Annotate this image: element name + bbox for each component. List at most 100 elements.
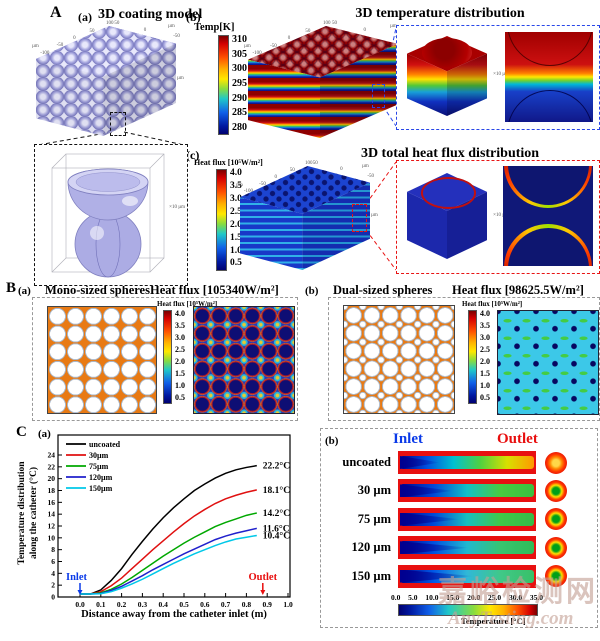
colorbar-tick: 295 xyxy=(232,77,247,89)
cross-section-strip xyxy=(398,479,536,503)
flux-zoom-cube: ×10 µm xyxy=(407,173,509,259)
block-axis-tick: 0 xyxy=(274,175,277,181)
block-axis-tick: µm xyxy=(168,24,175,29)
end-label-30µm: 18.1°C xyxy=(263,485,290,496)
legend-label-75µm: 75µm xyxy=(89,462,109,471)
panel-a-c-title: 3D total heat flux distribution xyxy=(360,146,540,161)
zoom-marker-black xyxy=(110,112,126,136)
coating-model-block: -100 -50 0 50 100 50 0 -50 µm µm µm xyxy=(32,21,184,136)
flux-zoom-top-sphere xyxy=(504,166,592,208)
colorbar-tick: 3.5 xyxy=(230,180,242,191)
colorbar-tick: 3.0 xyxy=(480,333,490,342)
outlet-cross-section-circle xyxy=(545,479,567,502)
watermark-en: AnyTesting.com xyxy=(448,608,574,629)
colorbar-tick: 3.0 xyxy=(175,333,185,342)
temp-scale-tick: 35.0 xyxy=(529,593,543,602)
block-axis-tick: 0 xyxy=(287,36,291,42)
heatflux-block: -100 -50 0 50 100 50 0 -50 µm µm µm xyxy=(236,161,378,270)
x-tick-label: 0.3 xyxy=(138,600,148,609)
block-axis-tick: 50 xyxy=(305,28,311,34)
temp-scale-tick: 30.0 xyxy=(508,593,523,602)
y-tick-label: 18 xyxy=(48,486,56,495)
row-label-75µm: 75 µm xyxy=(357,511,391,526)
row-label-uncoated: uncoated xyxy=(342,455,391,469)
temp-colorbar-title: Temp[K] xyxy=(194,22,235,33)
watermark-cn: 嘉峪检测网 xyxy=(438,576,599,608)
block-axis-tick: -50 xyxy=(56,43,64,49)
series-120µm xyxy=(80,527,257,595)
strip-core-gradient xyxy=(400,512,534,526)
y-tick-label: 16 xyxy=(48,498,56,507)
annotation-outlet: Outlet xyxy=(249,572,278,583)
temp-colorbar-gradient xyxy=(218,35,229,135)
temperature-zoom-inset: ×10 µm xyxy=(396,25,600,130)
outlet-cross-section-circle xyxy=(545,451,567,474)
block-axis-tick: 100 xyxy=(106,21,114,27)
colorbar-tick: 1.5 xyxy=(480,369,490,378)
block-axis-tick: -50 xyxy=(270,43,277,49)
block-axis-tick: 100 xyxy=(323,21,331,27)
temp-zoom-2d xyxy=(505,32,593,122)
hemisphere-pair-graphic xyxy=(51,153,165,278)
mono-flux-map xyxy=(193,306,295,414)
end-label-75µm: 14.2°C xyxy=(263,508,290,519)
mono-spheres-pattern xyxy=(47,306,157,414)
annotation-arrowhead xyxy=(260,590,266,595)
temp-scale-ticks: 0.0 5.0 10.0 15.0 20.0 25.0 30.0 35.0 xyxy=(391,593,543,602)
zoom-marker-red xyxy=(352,204,367,232)
colorbar-tick: 3.5 xyxy=(175,321,185,330)
panel-b-a-title: Mono-sized spheres xyxy=(45,283,150,297)
block-axis-tick: 0 xyxy=(143,27,147,33)
colorbar-tick: 1.0 xyxy=(230,245,242,256)
x-tick-label: 0.2 xyxy=(117,600,127,609)
y-tick-label: 22 xyxy=(48,462,56,471)
block-axis-tick: -50 xyxy=(173,34,180,40)
y-tick-label: 0 xyxy=(51,593,55,602)
end-label-uncoated: 22.2°C xyxy=(263,461,290,472)
y-tick-label: 2 xyxy=(51,581,55,590)
y-tick-label: 4 xyxy=(51,569,55,578)
heatflux-zoom-inset: ×10 µm xyxy=(396,160,600,274)
x-tick-label: 0.1 xyxy=(96,600,106,609)
flux-colorbar-b1-gradient xyxy=(163,310,172,404)
cold-jet-wedge xyxy=(400,541,470,555)
panel-a-c-label: (c) xyxy=(186,148,200,162)
y-tick-label: 6 xyxy=(51,557,55,566)
temp-zoom-top-sphere-outline xyxy=(507,32,593,66)
row-label-150µm: 150 µm xyxy=(351,568,392,583)
panel-b-letter: B xyxy=(6,280,17,296)
flux-colorbar-b2-gradient xyxy=(468,310,477,404)
x-tick-label: 0.5 xyxy=(179,600,189,609)
x-axis-label: Distance away from the catheter inlet (m… xyxy=(81,609,267,620)
y-axis-label: Temperature distribution along the cathet… xyxy=(17,461,39,565)
colorbar-tick: 2.5 xyxy=(230,206,242,217)
flux-zoom-2d xyxy=(503,166,593,266)
temp-scale-gradient xyxy=(398,604,538,616)
colorbar-tick: 1.0 xyxy=(175,381,185,390)
x-tick-label: 0.4 xyxy=(159,600,169,609)
legend-label-uncoated: uncoated xyxy=(89,440,121,449)
y-tick-label: 20 xyxy=(48,474,56,483)
flux-colorbar-b2-ticks: 4.0 3.5 3.0 2.5 2.0 1.5 1.0 0.5 xyxy=(480,310,490,402)
strip-core-gradient xyxy=(400,484,534,498)
flux-colorbar-a: Heat flux [10⁵W/m²] 4.0 3.5 3.0 2.5 2.0 1.5 1.… xyxy=(194,158,263,271)
row-label-30µm: 30 µm xyxy=(357,483,391,498)
panel-b-b-title: Dual-sized spheres xyxy=(333,283,433,297)
legend-label-150µm: 150µm xyxy=(89,484,113,493)
y-tick-label: 10 xyxy=(48,533,56,542)
flux-colorbar-a-ticks: 4.0 3.5 3.0 2.5 2.0 1.5 1.0 0.5 xyxy=(230,168,242,269)
block-axis-tick: 0 xyxy=(363,27,367,33)
colorbar-tick: 1.5 xyxy=(175,369,185,378)
y-tick-label: 24 xyxy=(48,451,56,460)
flux-zoom-bottom-sphere xyxy=(504,224,592,266)
inset-axis-unit: ×10 µm xyxy=(169,205,185,210)
block-axis-tick: µm xyxy=(236,182,243,188)
annotation-arrowhead xyxy=(77,590,83,595)
colorbar-tick: 2.0 xyxy=(230,219,242,230)
temp-cube-bowl xyxy=(422,38,472,68)
temp-scale-tick: 10.0 xyxy=(425,593,439,602)
temp-scale-tick: 20.0 xyxy=(467,593,481,602)
block-axis-tick: µm xyxy=(177,75,184,81)
colorbar-tick: 4.0 xyxy=(230,168,242,178)
temp-colorbar: Temp[K] 310 305 300 295 290 285 280 xyxy=(194,22,247,135)
